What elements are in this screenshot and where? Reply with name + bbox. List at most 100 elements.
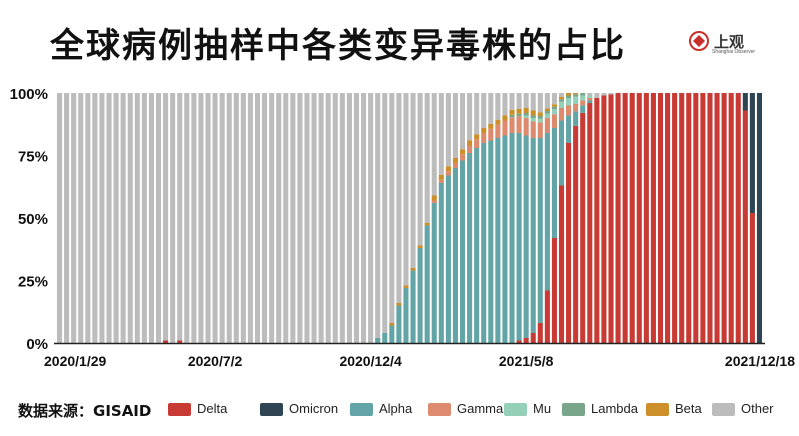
bar-segment-other [240, 93, 246, 343]
bar-segment-other [353, 93, 360, 343]
bar-segment-delta [551, 238, 557, 343]
bar-segment-other [141, 93, 147, 343]
bar-segment-other [594, 93, 600, 98]
bar-segment-beta [481, 128, 487, 133]
bar-segment-other [219, 93, 225, 343]
bar-segment-alpha [587, 100, 593, 103]
bar-segment-alpha [573, 111, 579, 126]
bar-segment-beta [417, 245, 423, 248]
bar-segment-beta [445, 166, 451, 172]
bar-segment-alpha [544, 133, 550, 291]
stacked-bar-chart: 0% 25% 50% 75% 100% 2020/1/29 2020/7/2 2020/12/… [10, 86, 796, 369]
y-tick-label: 0% [26, 336, 48, 353]
bar-segment-other [148, 93, 154, 343]
bar-segment-other [318, 93, 324, 343]
legend-label: Delta [197, 401, 228, 416]
bar-segment-lambda [530, 115, 536, 118]
bar-segment-other [311, 93, 317, 343]
bar-segment-alpha [481, 143, 487, 343]
bar-segment-delta [629, 93, 635, 343]
bar-segment-delta [700, 93, 706, 343]
bar-segment-omicron [756, 93, 763, 343]
bar-segment-other [226, 93, 232, 343]
bar-segment-other [283, 93, 289, 343]
bar-segment-other [170, 93, 176, 343]
chart-title: 全球病例抽样中各类变异毒株的占比 [50, 26, 626, 66]
bar-segment-mu [544, 113, 550, 118]
bar-segment-delta [728, 93, 734, 343]
bar-segment-other [127, 93, 133, 343]
bar-segment-alpha [459, 160, 466, 343]
bar-segment-beta [495, 119, 501, 125]
x-tick-label: 2021/12/18 [725, 353, 795, 369]
bar-segment-alpha [530, 138, 536, 333]
bar-segment-delta [573, 125, 579, 344]
bar-segment-lambda [537, 116, 543, 119]
bar-segment-other [92, 93, 98, 343]
bar-segment-alpha [558, 120, 565, 186]
y-tick-label: 25% [18, 274, 48, 291]
bar-segment-lambda [523, 113, 529, 116]
bar-segment-gamma [580, 100, 586, 106]
bar-segment-gamma [573, 103, 579, 112]
bar-segment-lambda [566, 95, 572, 98]
bar-segment-beta [516, 108, 522, 114]
bar-segment-beta [396, 303, 402, 306]
bar-segment-gamma [438, 179, 444, 183]
bar-segment-delta [163, 340, 169, 343]
bar-segment-other [537, 93, 543, 113]
bar-segment-other [85, 93, 91, 343]
bar-segment-delta [693, 93, 699, 343]
bar-segment-beta [523, 108, 529, 113]
legend-swatch [504, 403, 527, 416]
bar-segment-other [276, 93, 282, 343]
bar-segment-delta [566, 143, 572, 343]
bar-segment-beta [474, 134, 480, 140]
x-tick-label: 2020/1/29 [44, 353, 106, 369]
bar-segment-delta [601, 95, 607, 343]
bar-segment-other [184, 93, 190, 343]
bar-segment-other [361, 93, 367, 343]
bar-segment-alpha [389, 325, 395, 343]
bar-segment-beta [410, 268, 416, 271]
bar-segment-delta [679, 93, 685, 343]
x-tick-label: 2020/7/2 [188, 353, 243, 369]
bar-segment-other [163, 93, 169, 341]
bar-segment-alpha [431, 203, 437, 343]
bar-segment-gamma [551, 114, 557, 128]
legend-label: Gamma [457, 401, 504, 416]
bar-segment-alpha [417, 248, 423, 343]
bar-segment-beta [573, 93, 579, 95]
bar-segment-beta [424, 223, 430, 226]
bar-segment-beta [530, 110, 536, 116]
bar-segment-other [488, 93, 494, 124]
bar-segment-other [410, 93, 416, 268]
bar-segment-gamma [544, 118, 550, 133]
bar-segment-other [297, 93, 303, 343]
bar-segment-delta [735, 93, 741, 343]
bar-segment-alpha [403, 288, 409, 343]
logo-subtitle: Shanghai Observer [712, 49, 756, 55]
bar-segment-delta [177, 340, 183, 343]
bar-segment-other [544, 93, 550, 109]
bar-segment-alpha [502, 135, 508, 343]
bar-segment-beta [544, 108, 550, 111]
bar-segment-omicron [749, 93, 755, 213]
bar-segment-delta [686, 93, 692, 343]
bar-segment-beta [403, 285, 409, 288]
bar-segment-other [530, 93, 536, 111]
bar-segment-lambda [580, 93, 586, 96]
legend-swatch [350, 403, 373, 416]
y-tick-label: 75% [18, 149, 48, 166]
bar-segment-other [339, 93, 345, 343]
bar-segment-delta [714, 93, 720, 343]
bar-segment-other [290, 93, 296, 343]
bar-segment-other [212, 93, 218, 343]
bar-segment-delta [537, 323, 543, 343]
bar-segment-other [587, 93, 593, 96]
bar-segment-other [269, 93, 275, 343]
bar-segment-delta [742, 110, 748, 343]
bar-segment-mu [537, 118, 543, 123]
bar-segment-delta [657, 93, 664, 343]
